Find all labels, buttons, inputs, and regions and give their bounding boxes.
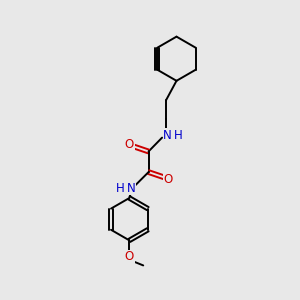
Text: O: O (125, 250, 134, 263)
Text: H: H (116, 182, 125, 195)
Text: H: H (174, 129, 183, 142)
Text: N: N (163, 129, 172, 142)
Text: N: N (127, 182, 136, 195)
Text: O: O (125, 138, 134, 151)
Text: O: O (164, 172, 173, 186)
